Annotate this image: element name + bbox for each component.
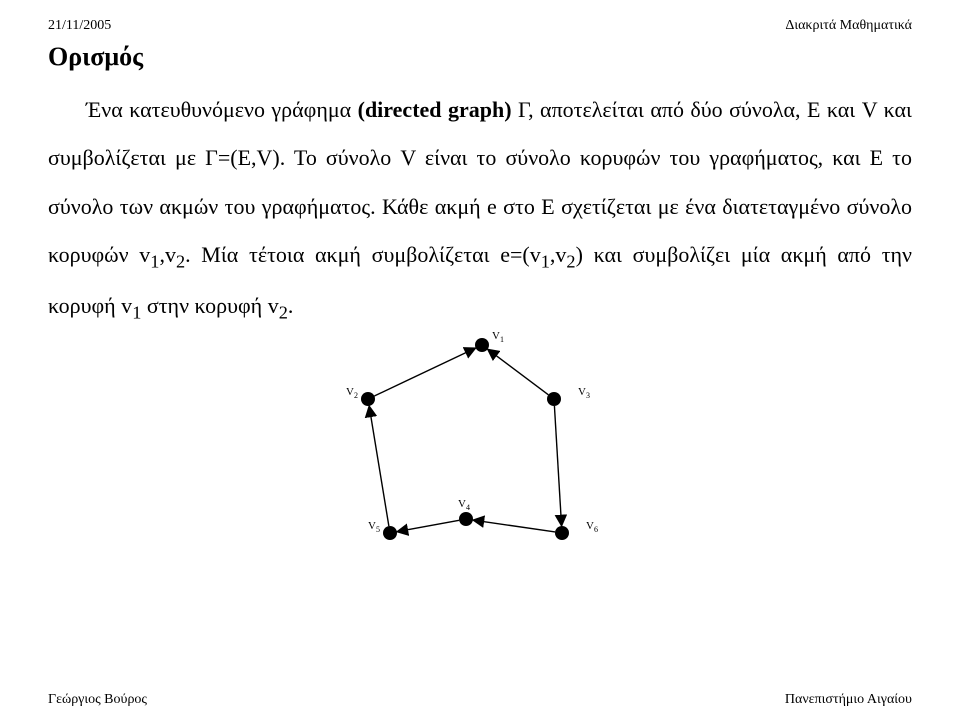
- graph-figure: V1 V2 V3 V4 V5 V6: [48, 327, 912, 557]
- page: 21/11/2005 Διακριτά Μαθηματικά Ορισμός Έ…: [0, 0, 960, 722]
- graph-node: [555, 526, 569, 540]
- graph-node: [459, 512, 473, 526]
- directed-graph: V1 V2 V3 V4 V5 V6: [310, 327, 650, 557]
- graph-node-label: V1: [492, 330, 504, 344]
- graph-node-label: V6: [586, 520, 598, 534]
- graph-node: [547, 392, 561, 406]
- graph-edge: [369, 405, 389, 525]
- graph-node-label: V3: [578, 386, 590, 400]
- header-date: 21/11/2005: [48, 18, 111, 34]
- graph-edge: [488, 349, 549, 395]
- page-title: Ορισμός: [48, 42, 912, 72]
- graph-node-label: V5: [368, 520, 380, 534]
- graph-node: [383, 526, 397, 540]
- header-course: Διακριτά Μαθηματικά: [785, 18, 912, 34]
- graph-edge: [397, 520, 459, 531]
- body-text: Ένα κατευθυνόμενο γράφημα (directed grap…: [48, 86, 912, 333]
- graph-node: [475, 338, 489, 352]
- graph-edge: [554, 406, 561, 526]
- header-row: 21/11/2005 Διακριτά Μαθηματικά: [48, 18, 912, 34]
- graph-edge: [374, 348, 475, 396]
- graph-node: [361, 392, 375, 406]
- graph-node-label: V4: [458, 498, 470, 512]
- graph-node-label: V2: [346, 386, 358, 400]
- footer-author: Γεώργιος Βούρος: [48, 692, 147, 708]
- footer-row: Γεώργιος Βούρος Πανεπιστήμιο Αιγαίου: [48, 692, 912, 708]
- graph-edge: [473, 520, 555, 532]
- footer-affiliation: Πανεπιστήμιο Αιγαίου: [785, 692, 912, 708]
